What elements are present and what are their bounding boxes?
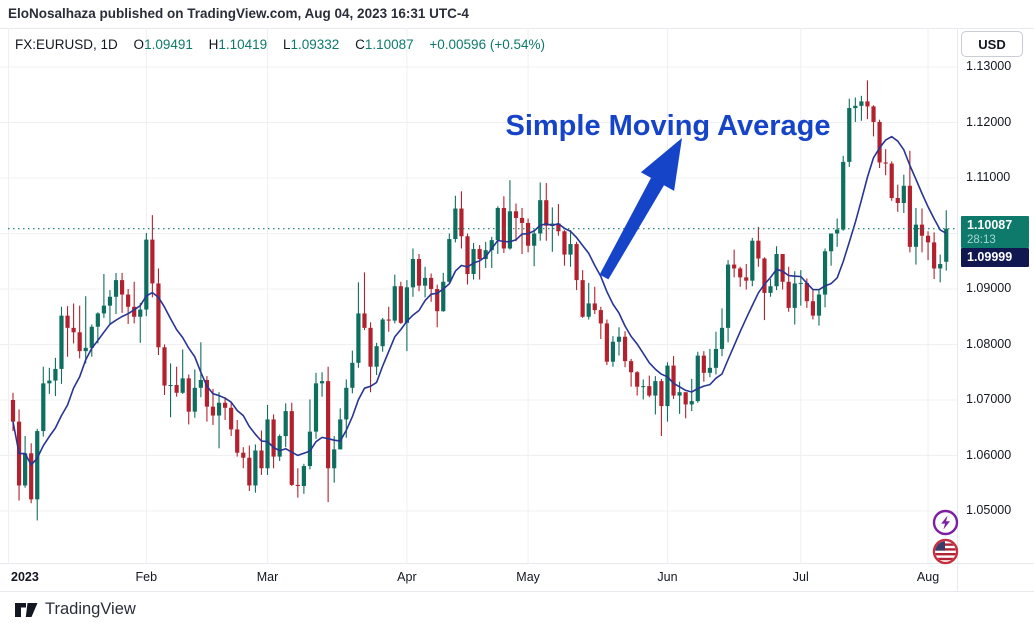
axis-vertical-divider [957, 28, 958, 591]
chart-legend[interactable]: FX:EURUSD, 1D O1.09491 H1.10419 L1.09332… [15, 37, 545, 52]
price-tick-label: 1.11000 [966, 170, 1011, 184]
last-price-label: 1.10087 28:13 [961, 215, 1029, 248]
low-label: L [282, 37, 291, 52]
price-tick-label: 1.08000 [966, 336, 1012, 351]
price-tick-label: 1.09000 [966, 281, 1012, 295]
attribution-text: EloNosalhaza published on TradingView.co… [8, 6, 469, 21]
sma-price-label: 1.09999 [961, 247, 1029, 267]
high-label: H [208, 37, 219, 52]
price-tick-label: 1.06000 [966, 447, 1012, 462]
last-price-value: 1.10087 [967, 217, 1013, 232]
change-value: +0.00596 (+0.54%) [429, 37, 545, 52]
open-value: 1.09491 [144, 37, 193, 52]
footer-divider [0, 591, 1034, 592]
sma-line [12, 135, 947, 466]
open-label: O [133, 37, 145, 52]
price-tick-label: 1.05000 [966, 503, 1012, 517]
time-axis[interactable]: 2023 Feb Mar Apr May Jun Jul Aug [0, 563, 957, 591]
symbol-interval-label: FX:EURUSD, 1D [15, 37, 118, 52]
time-axis-label: Jun [657, 570, 678, 584]
price-tick-label: 1.07000 [966, 392, 1012, 406]
time-axis-label: Mar [256, 570, 279, 584]
header-divider [0, 28, 1034, 29]
close-value: 1.10087 [364, 37, 414, 52]
us-flag-icon[interactable] [932, 538, 959, 565]
time-axis-label: Feb [135, 570, 158, 584]
time-axis-divider [0, 563, 1034, 564]
price-axis[interactable]: 1.10087 28:13 1.09999 1.13000 1.12000 1.11… [957, 28, 1034, 563]
corner-icons [932, 509, 959, 567]
lightning-icon[interactable] [932, 509, 959, 536]
time-axis-label: Apr [397, 570, 417, 584]
candlestick-chart-canvas[interactable] [0, 28, 957, 563]
time-axis-label: Jul [792, 570, 809, 584]
footer: TradingView [0, 592, 1034, 627]
time-axis-label: May [516, 570, 540, 584]
time-axis-label: Aug [916, 570, 940, 584]
annotation-arrow-icon [599, 138, 682, 280]
tradingview-logo-icon[interactable] [13, 600, 39, 620]
price-tick-label: 1.13000 [966, 59, 1012, 73]
high-value: 1.10419 [218, 37, 268, 52]
currency-toggle-button[interactable]: USD [961, 31, 1023, 57]
price-tick-label: 1.12000 [966, 114, 1012, 129]
bar-countdown: 28:13 [967, 233, 996, 246]
time-axis-label: 2023 [11, 570, 39, 584]
last-price-label-stack: 1.10087 28:13 1.09999 [961, 215, 1029, 267]
low-value: 1.09332 [290, 37, 340, 52]
tradingview-brand-text[interactable]: TradingView [45, 600, 136, 618]
sma-annotation-text: Simple Moving Average [505, 110, 831, 142]
close-label: C [355, 37, 365, 52]
candles-layer [10, 80, 949, 521]
